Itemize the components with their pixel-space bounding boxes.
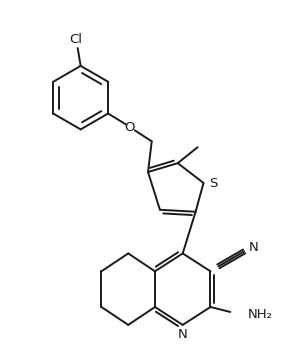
- Text: N: N: [249, 241, 259, 254]
- Text: NH₂: NH₂: [248, 309, 273, 321]
- Text: Cl: Cl: [69, 33, 82, 46]
- Text: N: N: [178, 328, 188, 341]
- Text: O: O: [125, 121, 135, 134]
- Text: S: S: [209, 177, 218, 190]
